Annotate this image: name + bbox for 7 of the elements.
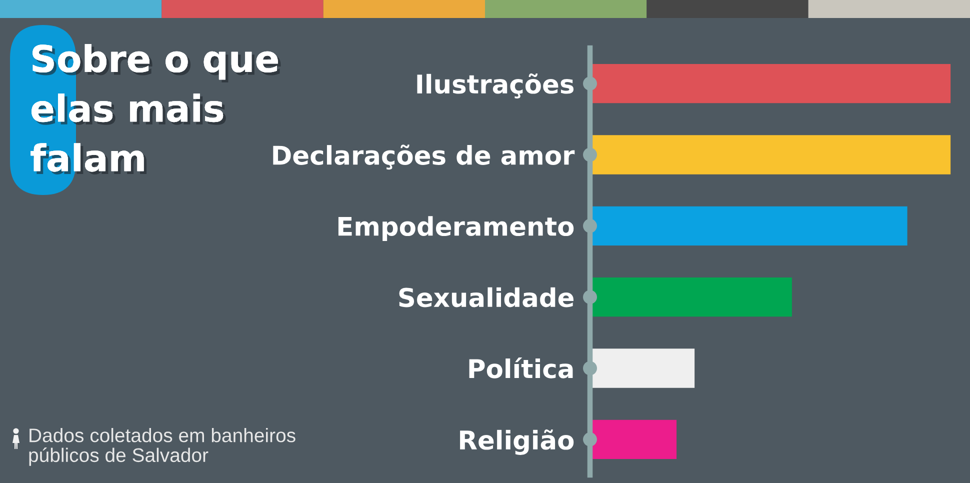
y-tick-label: Empoderamento [338,216,574,242]
y-tick-label: Sexualidade [399,287,574,308]
text: Dados coletados em banheiros públicos de Salvador [29,428,296,466]
y-tick-label: Declarações de amor [273,144,575,170]
y-tick-label: Ilustrações [417,73,574,98]
y-tick-label: Política [469,357,573,378]
y-tick-label: Religião [460,429,574,455]
